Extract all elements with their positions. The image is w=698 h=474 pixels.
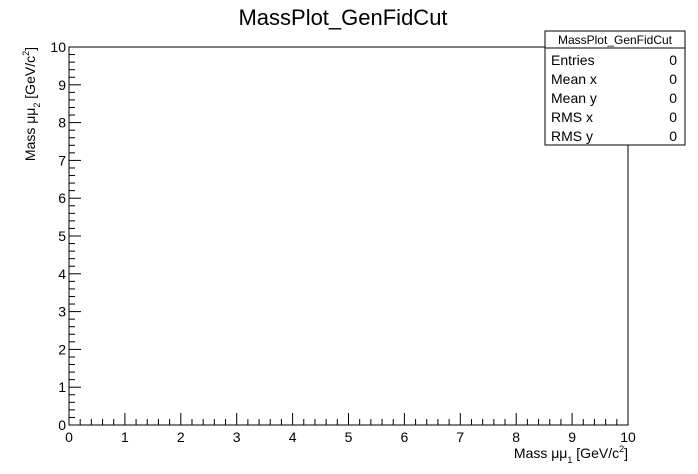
y-tick-label: 0 (58, 417, 66, 433)
y-tick-label: 9 (58, 77, 66, 93)
x-tick-label: 9 (568, 429, 576, 445)
x-tick-label: 7 (456, 429, 464, 445)
x-tick-label: 8 (512, 429, 520, 445)
y-tick-label: 6 (58, 190, 66, 206)
y-tick-label: 7 (58, 152, 66, 168)
y-axis-tick-labels: 0 1 2 3 4 5 6 7 8 9 10 (50, 39, 66, 433)
stats-row-value: 0 (669, 109, 677, 125)
y-tick-label: 3 (58, 304, 66, 320)
stats-row-label: Mean x (551, 71, 597, 87)
x-tick-label: 10 (620, 429, 636, 445)
y-axis-title-unit-open: [GeV/c (22, 56, 38, 103)
stats-row-value: 0 (669, 52, 677, 68)
stats-row-label: Mean y (551, 90, 597, 106)
y-axis-ticks (69, 46, 81, 426)
stats-box-rows: Entries 0 Mean x 0 Mean y 0 RMS x 0 RMS y 0 (551, 52, 677, 144)
y-axis-title-main: Mass μμ (22, 108, 38, 161)
x-tick-label: 2 (177, 429, 185, 445)
plot-frame (68, 46, 629, 426)
x-axis-title: Mass μμ1 [GeV/c2] (514, 444, 628, 465)
x-axis-title-main: Mass μμ (514, 445, 567, 461)
x-axis-title-unit-open: [GeV/c (572, 445, 619, 461)
x-axis-tick-labels: 0 1 2 3 4 5 6 7 8 9 10 (65, 429, 636, 445)
y-axis-title-sub: 2 (32, 103, 42, 108)
y-axis-title-unit-close: ] (22, 47, 38, 51)
stats-row-label: RMS y (551, 128, 593, 144)
x-axis-title-unit-close: ] (624, 445, 628, 461)
x-tick-label: 6 (401, 429, 409, 445)
stats-row-label: Entries (551, 52, 595, 68)
stats-row-value: 0 (669, 71, 677, 87)
x-tick-label: 1 (121, 429, 129, 445)
chart-title: MassPlot_GenFidCut (238, 5, 447, 30)
x-axis-title-sub: 1 (567, 455, 572, 465)
stats-row-value: 0 (669, 90, 677, 106)
y-axis-title: Mass μμ2 [GeV/c2] (21, 47, 42, 161)
y-tick-label: 2 (58, 341, 66, 357)
stats-row-label: RMS x (551, 109, 593, 125)
x-tick-label: 3 (233, 429, 241, 445)
stats-box-title: MassPlot_GenFidCut (558, 33, 673, 47)
stats-row-value: 0 (669, 128, 677, 144)
y-axis-title-sup: 2 (21, 51, 31, 56)
y-tick-label: 10 (50, 39, 66, 55)
x-axis-title-sup: 2 (619, 444, 624, 454)
y-tick-label: 1 (58, 379, 66, 395)
x-tick-label: 5 (345, 429, 353, 445)
stats-box-frame (544, 30, 686, 146)
y-tick-label: 8 (58, 115, 66, 131)
y-tick-label: 5 (58, 228, 66, 244)
y-tick-label: 4 (58, 266, 66, 282)
x-tick-label: 0 (65, 429, 73, 445)
x-axis-ticks (68, 413, 629, 425)
stats-box: MassPlot_GenFidCut Entries 0 Mean x 0 Mean y… (544, 30, 686, 146)
x-tick-label: 4 (289, 429, 297, 445)
